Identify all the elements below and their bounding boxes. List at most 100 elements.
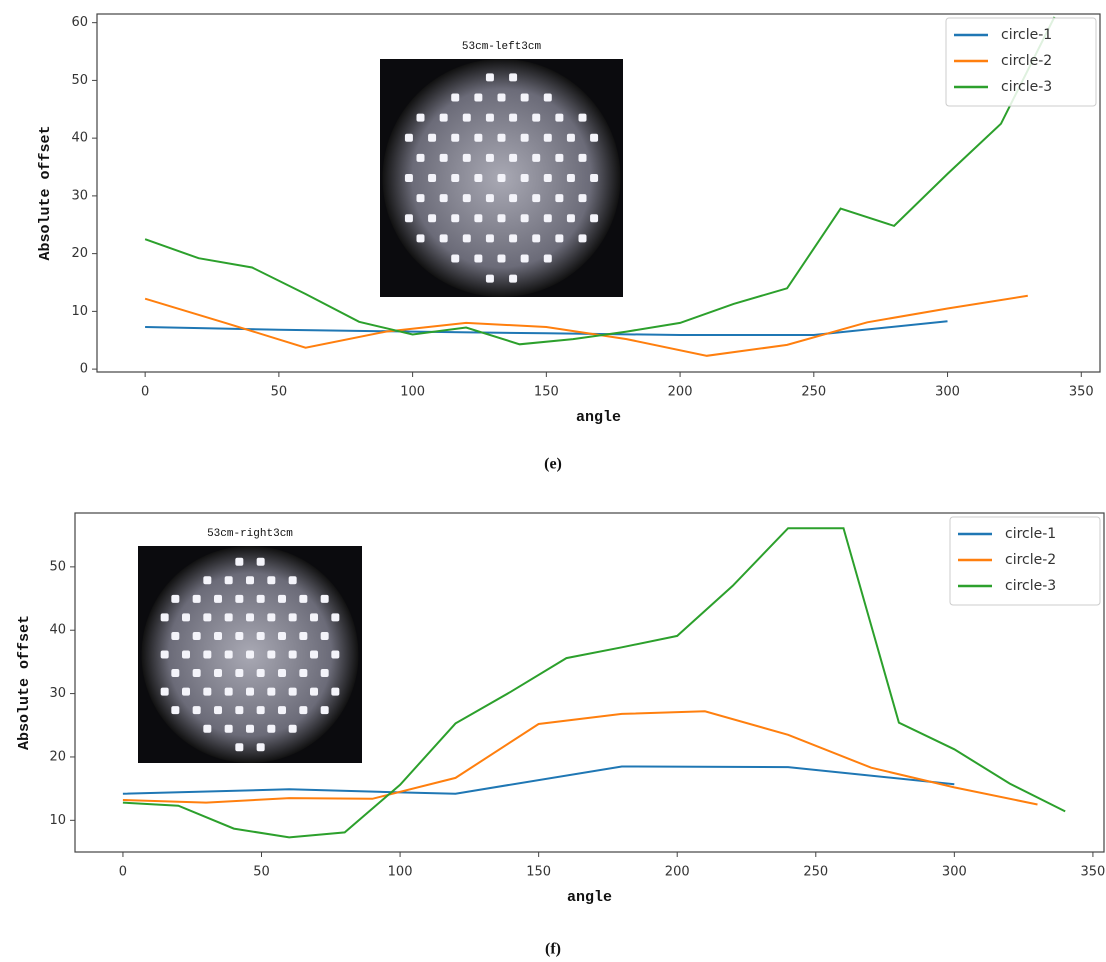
inset-dot <box>451 93 460 102</box>
y-tick-label: 10 <box>71 304 88 319</box>
inset-dot <box>182 650 190 659</box>
x-tick-label: 350 <box>1069 385 1094 400</box>
inset-dot <box>224 613 233 622</box>
inset-dot <box>235 631 244 640</box>
inset-dot <box>439 153 448 162</box>
inset-dot <box>509 113 518 122</box>
plot-frame <box>74 512 1105 853</box>
inset-dot <box>404 133 413 142</box>
x-tick-label: 350 <box>1081 865 1106 880</box>
inset-dot <box>299 669 308 678</box>
x-axis-label: angle <box>567 889 612 906</box>
plot-frame <box>96 13 1101 373</box>
inset-dot <box>416 234 425 243</box>
inset-dot <box>566 133 575 142</box>
series-line <box>145 320 948 336</box>
inset-dot <box>485 113 494 122</box>
x-tick-label: 250 <box>801 385 826 400</box>
inset-dot <box>320 631 329 640</box>
inset-dot <box>520 133 529 142</box>
inset-dot <box>310 650 318 659</box>
inset-dot <box>451 254 460 263</box>
inset-dot <box>566 174 575 182</box>
inset-dot <box>278 706 286 715</box>
inset-dot <box>462 234 471 243</box>
inset-dot <box>474 254 483 263</box>
inset-dot <box>246 724 254 733</box>
x-tick-label: 100 <box>400 385 425 400</box>
inset-dot <box>203 687 212 696</box>
legend-box <box>945 17 1097 107</box>
y-tick-label: 30 <box>71 188 88 203</box>
legend-label: circle-3 <box>1001 79 1052 95</box>
inset-dot <box>566 214 575 223</box>
inset-dot <box>532 234 541 243</box>
inset-dot <box>509 194 518 203</box>
inset-dot <box>462 194 471 203</box>
inset-dot <box>214 669 222 678</box>
inset-dot <box>171 706 180 715</box>
inset-dot <box>160 613 169 622</box>
inset-dot <box>256 669 265 678</box>
inset-dot <box>428 214 437 223</box>
inset-dot <box>203 650 212 659</box>
inset-dot <box>192 706 201 715</box>
inset-dot <box>299 706 308 715</box>
inset-dot <box>509 73 518 82</box>
inset-dot <box>497 174 506 182</box>
inset-dot <box>288 613 297 622</box>
x-tick-label: 0 <box>119 865 127 880</box>
inset-dot <box>267 724 276 733</box>
inset-dot <box>288 687 297 696</box>
legend-label: circle-2 <box>1005 552 1056 568</box>
inset-dot <box>278 594 286 603</box>
inset-dot <box>578 234 587 243</box>
inset-dot <box>235 557 244 566</box>
inset-dot <box>224 576 233 585</box>
inset-dot <box>171 631 180 640</box>
y-tick-label: 0 <box>80 362 88 377</box>
inset-dot <box>267 613 276 622</box>
x-tick-label: 300 <box>935 385 960 400</box>
inset-dot <box>288 576 297 585</box>
y-tick-label: 20 <box>71 246 88 261</box>
inset-dot <box>520 214 529 223</box>
inset-dot <box>235 743 244 752</box>
inset-dot <box>497 214 506 223</box>
inset-dot <box>214 594 222 603</box>
inset-dot <box>246 576 254 585</box>
y-tick-label: 60 <box>71 15 88 30</box>
legend-label: circle-2 <box>1001 53 1052 69</box>
inset-dot <box>203 613 212 622</box>
inset-dot <box>485 234 494 243</box>
inset-dot <box>590 214 599 223</box>
inset-dot <box>451 174 460 182</box>
inset-dot <box>462 113 471 122</box>
x-tick-label: 200 <box>665 865 690 880</box>
inset-dot <box>267 576 276 585</box>
legend-label: circle-1 <box>1005 526 1056 542</box>
y-tick-label: 20 <box>49 749 66 764</box>
inset-dot <box>288 650 297 659</box>
inset-dot <box>497 93 506 102</box>
inset-dot <box>171 669 180 678</box>
inset-dot <box>416 113 425 122</box>
x-tick-label: 50 <box>253 865 270 880</box>
x-tick-label: 50 <box>271 385 288 400</box>
inset-dot <box>160 650 169 659</box>
inset-dot <box>474 93 483 102</box>
inset-dot <box>509 153 518 162</box>
inset-dot <box>509 234 518 243</box>
inset-dot <box>224 724 233 733</box>
inset-dot <box>224 687 233 696</box>
inset-dot <box>485 274 494 283</box>
x-tick-label: 150 <box>534 385 559 400</box>
inset-dot <box>288 724 297 733</box>
inset-dot <box>416 153 425 162</box>
legend-label: circle-1 <box>1001 27 1052 43</box>
inset-dot <box>214 706 222 715</box>
y-tick-label: 50 <box>49 559 66 574</box>
inset-dot <box>543 174 552 182</box>
inset-dot <box>497 133 506 142</box>
inset-title: 53cm-right3cm <box>207 528 293 540</box>
